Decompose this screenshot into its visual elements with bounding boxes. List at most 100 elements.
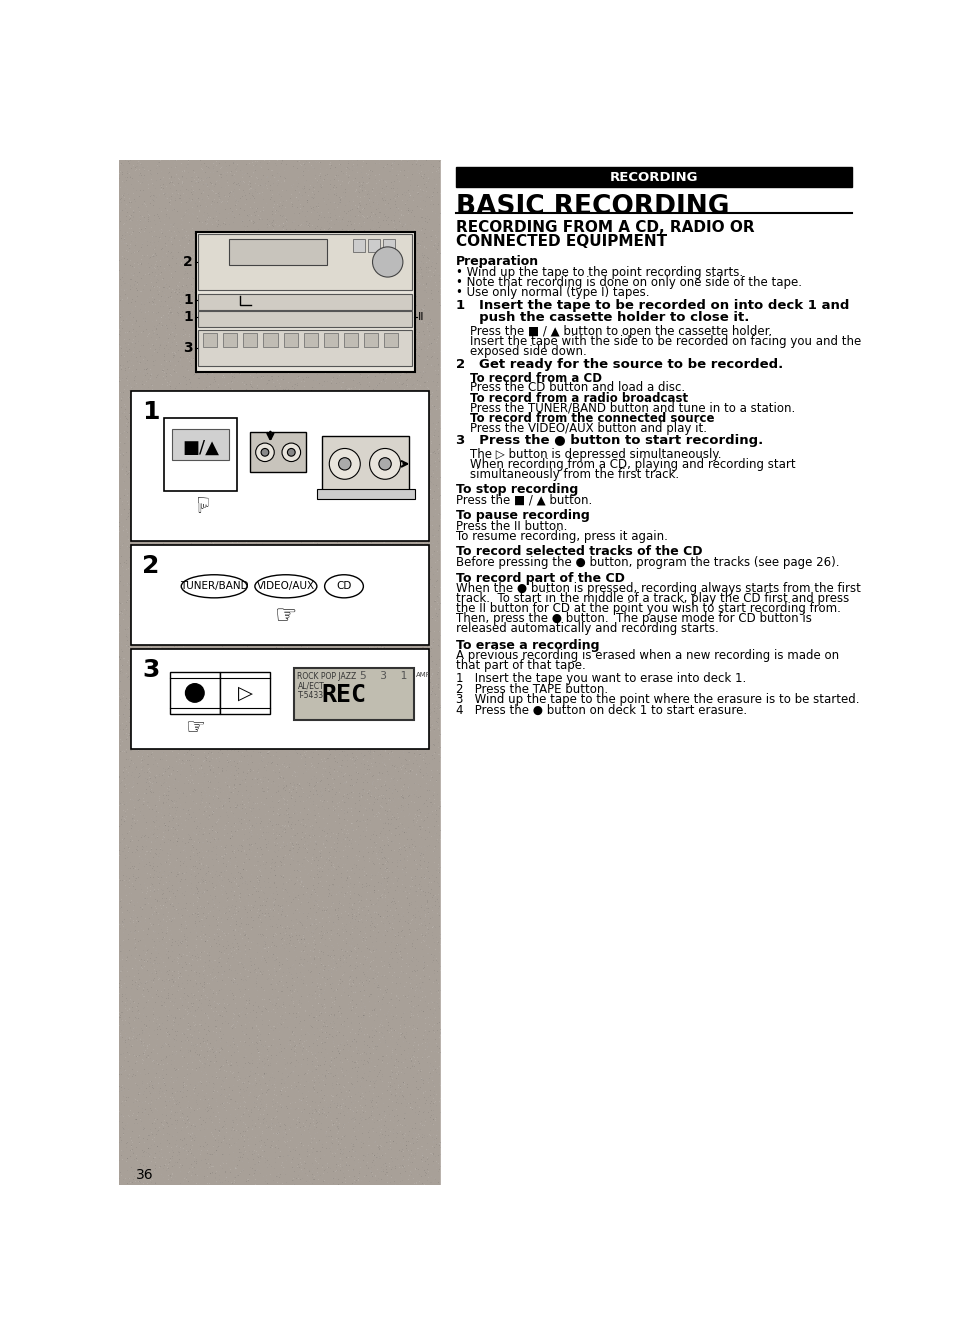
Point [316,530,332,551]
Point [337,345,353,366]
Point [197,989,213,1010]
Text: To pause recording: To pause recording [456,510,590,522]
Point [206,1042,221,1063]
Point [366,225,381,246]
Point [187,550,202,571]
Point [132,261,147,282]
Point [403,1065,418,1086]
Point [331,713,346,735]
Point [149,170,164,192]
Point [364,161,379,182]
Point [253,676,268,697]
Point [234,771,250,792]
Point [309,708,324,729]
Point [336,1114,352,1135]
Point [195,598,211,619]
Point [237,329,253,350]
Point [227,721,242,743]
Point [381,450,396,471]
Point [127,598,142,619]
Point [375,813,391,835]
Point [318,831,334,852]
Point [406,666,421,687]
Point [233,463,248,484]
Point [281,1107,296,1129]
Point [409,880,424,901]
Point [247,655,262,676]
Point [199,1030,214,1051]
Point [244,652,259,673]
Point [174,832,190,853]
Point [332,490,347,511]
Point [375,848,390,869]
Point [256,285,272,306]
Point [189,603,204,624]
Point [172,528,188,550]
Point [228,986,243,1008]
Point [214,845,230,866]
Point [427,518,442,539]
Point [233,924,248,945]
Point [128,905,143,926]
Point [121,160,136,181]
Point [157,772,172,793]
Point [393,1036,408,1057]
Point [156,457,172,478]
Point [200,828,215,849]
Point [224,469,239,490]
Point [416,413,432,434]
Point [233,835,249,856]
Point [146,972,161,993]
Point [348,799,363,820]
Point [272,216,287,237]
Point [225,707,240,728]
Point [159,785,174,807]
Point [407,970,422,992]
Point [317,607,333,628]
Point [166,972,181,993]
Point [311,713,326,735]
Point [296,876,312,897]
Point [294,779,309,800]
Point [304,1127,319,1149]
Point [132,910,148,932]
Point [338,443,354,465]
Point [328,241,343,262]
Point [427,217,442,238]
Point [329,563,344,584]
Point [133,385,149,406]
Point [198,732,213,753]
Point [187,614,202,635]
Point [305,849,320,870]
Point [262,1115,277,1137]
Point [195,1167,211,1189]
Point [270,681,285,703]
Point [405,327,420,349]
Point [127,1161,142,1182]
Point [258,1155,274,1177]
Point [209,679,224,700]
Point [216,997,232,1018]
Point [139,1173,154,1194]
Point [407,570,422,591]
Point [362,984,377,1005]
Point [206,302,221,323]
Point [141,233,156,254]
Point [209,345,224,366]
Point [352,526,367,547]
Point [310,423,325,445]
Point [329,980,344,1001]
Point [186,160,201,181]
Point [341,831,356,852]
Point [198,173,213,194]
Point [179,469,194,490]
Point [326,685,341,707]
Point [331,804,346,825]
Point [304,777,319,799]
Point [190,1000,205,1021]
Point [123,852,138,873]
Point [192,840,207,861]
Point [268,1107,283,1129]
Point [216,1126,232,1147]
Point [340,579,355,600]
